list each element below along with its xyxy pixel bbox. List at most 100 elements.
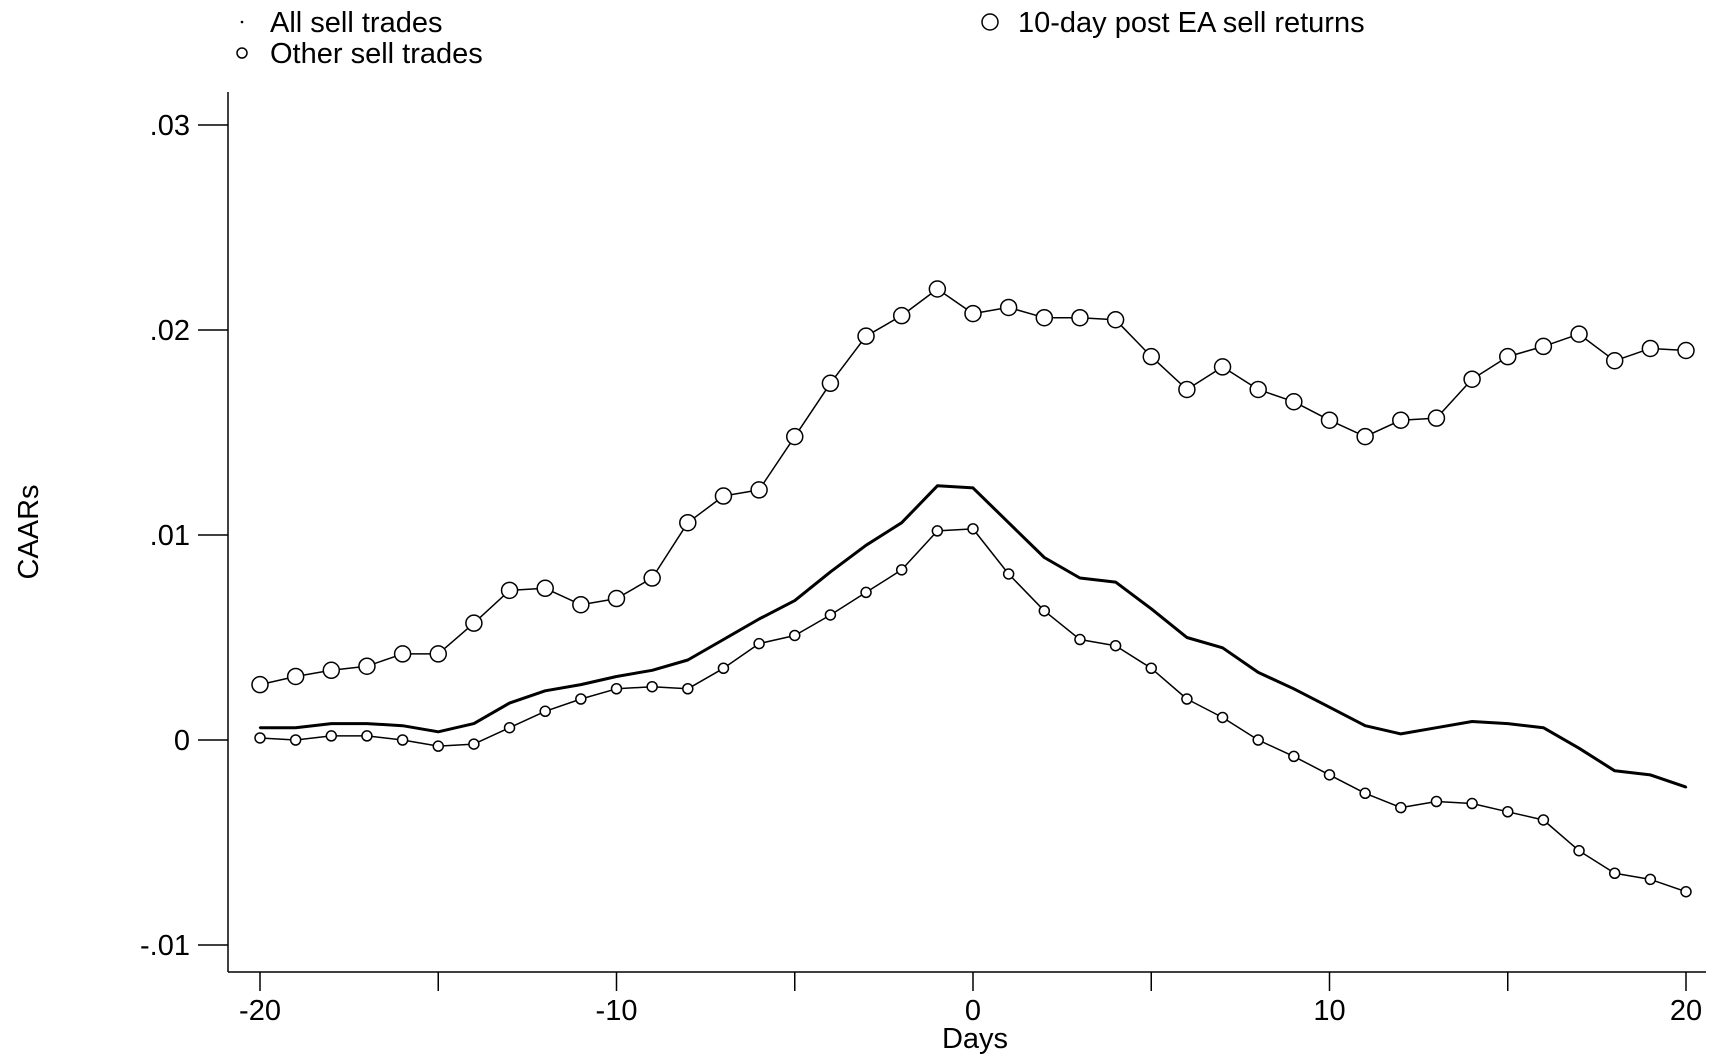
data-point (393, 645, 412, 663)
data-point (1106, 311, 1125, 329)
series-large-circle (251, 280, 1695, 694)
data-point (579, 683, 583, 686)
legend-marker (240, 20, 244, 24)
x-tick-label: 20 (1670, 995, 1702, 1027)
data-point (646, 680, 658, 693)
y-axis-title: CAARs (13, 484, 45, 579)
data-point (536, 579, 554, 598)
data-point (500, 581, 519, 600)
data-point (1466, 797, 1478, 810)
data-point (1252, 734, 1264, 746)
data-point (1074, 633, 1086, 646)
data-point (1071, 308, 1089, 327)
data-point (1043, 556, 1046, 559)
data-point (322, 661, 341, 680)
series-line (259, 528, 1687, 893)
data-point (964, 304, 982, 323)
legend-label: Other sell trades (270, 38, 483, 70)
data-point (1109, 639, 1122, 652)
data-point (860, 586, 872, 599)
data-point (786, 427, 804, 446)
data-point (793, 599, 796, 602)
data-point (1181, 693, 1193, 705)
data-point (1249, 380, 1267, 399)
data-point (1213, 358, 1232, 376)
data-point (1641, 339, 1660, 358)
data-point (358, 657, 376, 675)
data-point (1002, 568, 1015, 580)
data-point (1038, 605, 1051, 617)
data-point (864, 544, 868, 547)
data-point (1534, 337, 1553, 356)
data-point (1573, 844, 1585, 857)
data-point (753, 637, 765, 650)
data-point (544, 689, 547, 692)
data-point (575, 693, 587, 705)
y-tick-label: .01 (150, 520, 190, 552)
x-tick-label: 10 (1313, 995, 1345, 1027)
data-point (824, 609, 837, 621)
data-point (643, 569, 661, 587)
data-point (1577, 747, 1581, 750)
data-point (1392, 411, 1410, 429)
data-point (365, 722, 369, 725)
data-point (895, 564, 908, 576)
data-point (999, 298, 1018, 317)
data-point (717, 662, 730, 674)
series-small-circle (254, 523, 1692, 898)
data-point (1320, 411, 1339, 429)
data-point (258, 726, 262, 729)
legend-item: All sell trades (240, 7, 442, 39)
x-tick-label: -20 (239, 995, 281, 1027)
data-point (1078, 576, 1082, 580)
data-point (330, 722, 333, 725)
data-point (615, 675, 618, 678)
x-axis-title: Days (942, 1023, 1008, 1055)
data-point (967, 523, 979, 535)
data-point (1427, 409, 1446, 427)
data-point (1114, 580, 1117, 584)
data-point (1285, 393, 1303, 411)
data-point (294, 726, 297, 729)
data-point (1684, 785, 1688, 789)
data-point (361, 730, 373, 742)
data-point (1542, 726, 1545, 729)
legend-marker (981, 13, 999, 31)
data-point (1359, 787, 1371, 800)
data-point (1502, 806, 1514, 818)
data-point (472, 722, 476, 725)
data-point (396, 734, 409, 746)
data-point (1185, 636, 1189, 639)
data-point (432, 740, 444, 752)
data-point (468, 738, 480, 750)
x-tick-label: -10 (596, 995, 638, 1027)
y-tick-label: .02 (150, 315, 190, 347)
data-point (1216, 711, 1229, 724)
data-point (1435, 726, 1438, 729)
plot-area (251, 280, 1695, 898)
data-point (1613, 769, 1616, 772)
data-point (971, 486, 975, 490)
data-point (1463, 370, 1481, 388)
data-point (289, 734, 302, 746)
data-point (936, 484, 939, 487)
data-point (1570, 325, 1588, 343)
data-point (1142, 347, 1160, 366)
data-point (682, 683, 694, 695)
data-point (679, 513, 697, 532)
data-point (686, 658, 689, 662)
data-point (1537, 814, 1550, 826)
data-point (1356, 427, 1374, 446)
data-point (900, 521, 903, 524)
data-point (1430, 795, 1443, 808)
data-point (610, 683, 623, 695)
axes: -.01 0 .01 .02 .03 -20 -10 0 10 20 (140, 92, 1706, 1027)
legend-item: 10-day post EA sell returns (981, 7, 1365, 39)
data-point (465, 614, 483, 632)
legend-label: All sell trades (270, 7, 442, 39)
series-dot (258, 484, 1688, 789)
data-point (1470, 720, 1474, 723)
data-point (539, 705, 551, 718)
data-point (857, 327, 875, 345)
legend-item: Other sell trades (236, 38, 483, 70)
